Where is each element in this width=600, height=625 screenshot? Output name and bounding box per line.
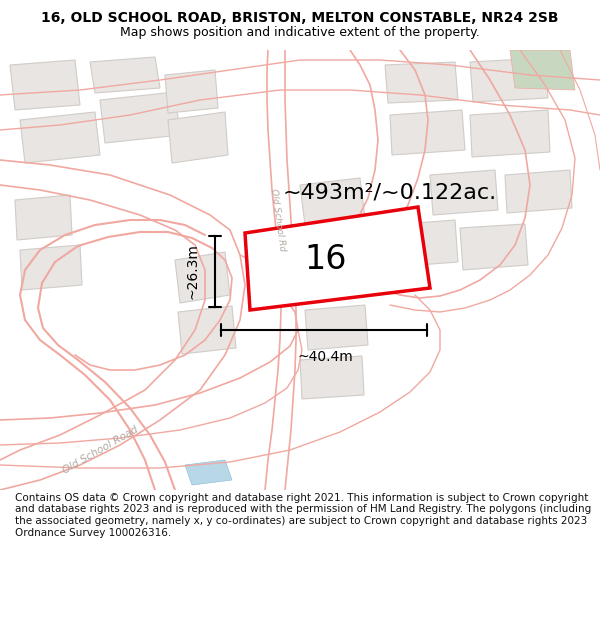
Polygon shape: [460, 224, 528, 270]
Polygon shape: [100, 92, 180, 143]
Text: Contains OS data © Crown copyright and database right 2021. This information is : Contains OS data © Crown copyright and d…: [15, 492, 591, 538]
Polygon shape: [178, 306, 236, 354]
Polygon shape: [10, 60, 80, 110]
Text: 16, OLD SCHOOL ROAD, BRISTON, MELTON CONSTABLE, NR24 2SB: 16, OLD SCHOOL ROAD, BRISTON, MELTON CON…: [41, 11, 559, 25]
Polygon shape: [300, 356, 364, 399]
Text: Old School Road: Old School Road: [61, 424, 139, 476]
Polygon shape: [390, 220, 458, 267]
Polygon shape: [20, 245, 82, 290]
Polygon shape: [20, 112, 100, 163]
Polygon shape: [175, 252, 230, 303]
Polygon shape: [505, 170, 572, 213]
Polygon shape: [185, 460, 232, 485]
Polygon shape: [245, 207, 430, 310]
Polygon shape: [470, 58, 548, 102]
Polygon shape: [390, 110, 465, 155]
Polygon shape: [15, 195, 72, 240]
Polygon shape: [305, 305, 368, 350]
Polygon shape: [430, 170, 498, 215]
Text: Old School Rd: Old School Rd: [269, 188, 287, 252]
Text: ~26.3m: ~26.3m: [186, 243, 200, 299]
Text: ~493m²/~0.122ac.: ~493m²/~0.122ac.: [283, 183, 497, 203]
Polygon shape: [510, 50, 575, 90]
Polygon shape: [470, 110, 550, 157]
Polygon shape: [90, 57, 160, 93]
Text: 16: 16: [305, 243, 347, 276]
Polygon shape: [300, 178, 365, 225]
Text: Map shows position and indicative extent of the property.: Map shows position and indicative extent…: [120, 26, 480, 39]
Polygon shape: [165, 70, 218, 113]
Polygon shape: [168, 112, 228, 163]
Polygon shape: [385, 62, 458, 103]
Text: ~40.4m: ~40.4m: [297, 350, 353, 364]
